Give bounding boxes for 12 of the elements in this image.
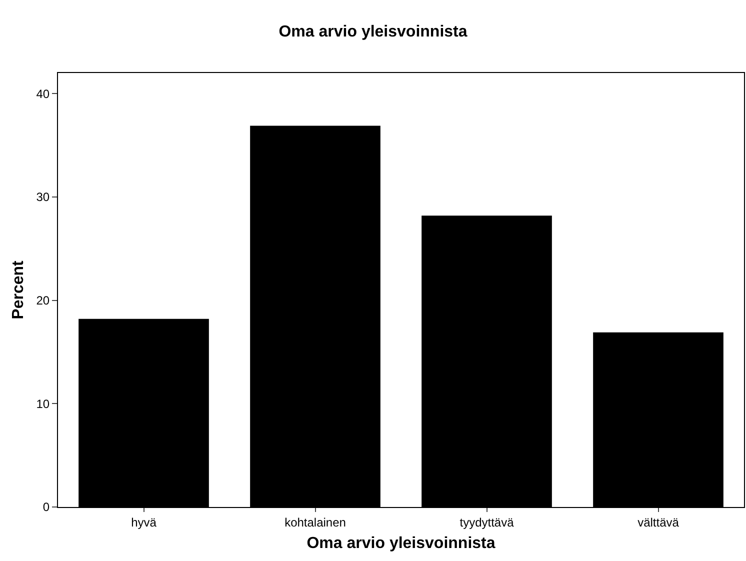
y-tick-label: 40 bbox=[36, 86, 50, 101]
y-tick-label: 0 bbox=[42, 500, 50, 514]
x-tick-label: kohtalainen bbox=[284, 515, 346, 530]
x-tick-label: tyydyttävä bbox=[460, 515, 514, 530]
y-tick-label: 30 bbox=[36, 190, 50, 204]
y-tick-label: 10 bbox=[36, 396, 50, 411]
y-axis-title: Percent bbox=[10, 260, 28, 320]
chart-title: Oma arvio yleisvoinnista bbox=[278, 23, 468, 40]
x-tick-label: hyvä bbox=[131, 515, 157, 530]
x-tick-label: välttävä bbox=[638, 515, 680, 530]
y-tick-label: 20 bbox=[36, 294, 50, 308]
x-axis-title: Oma arvio yleisvoinnista bbox=[306, 535, 496, 552]
